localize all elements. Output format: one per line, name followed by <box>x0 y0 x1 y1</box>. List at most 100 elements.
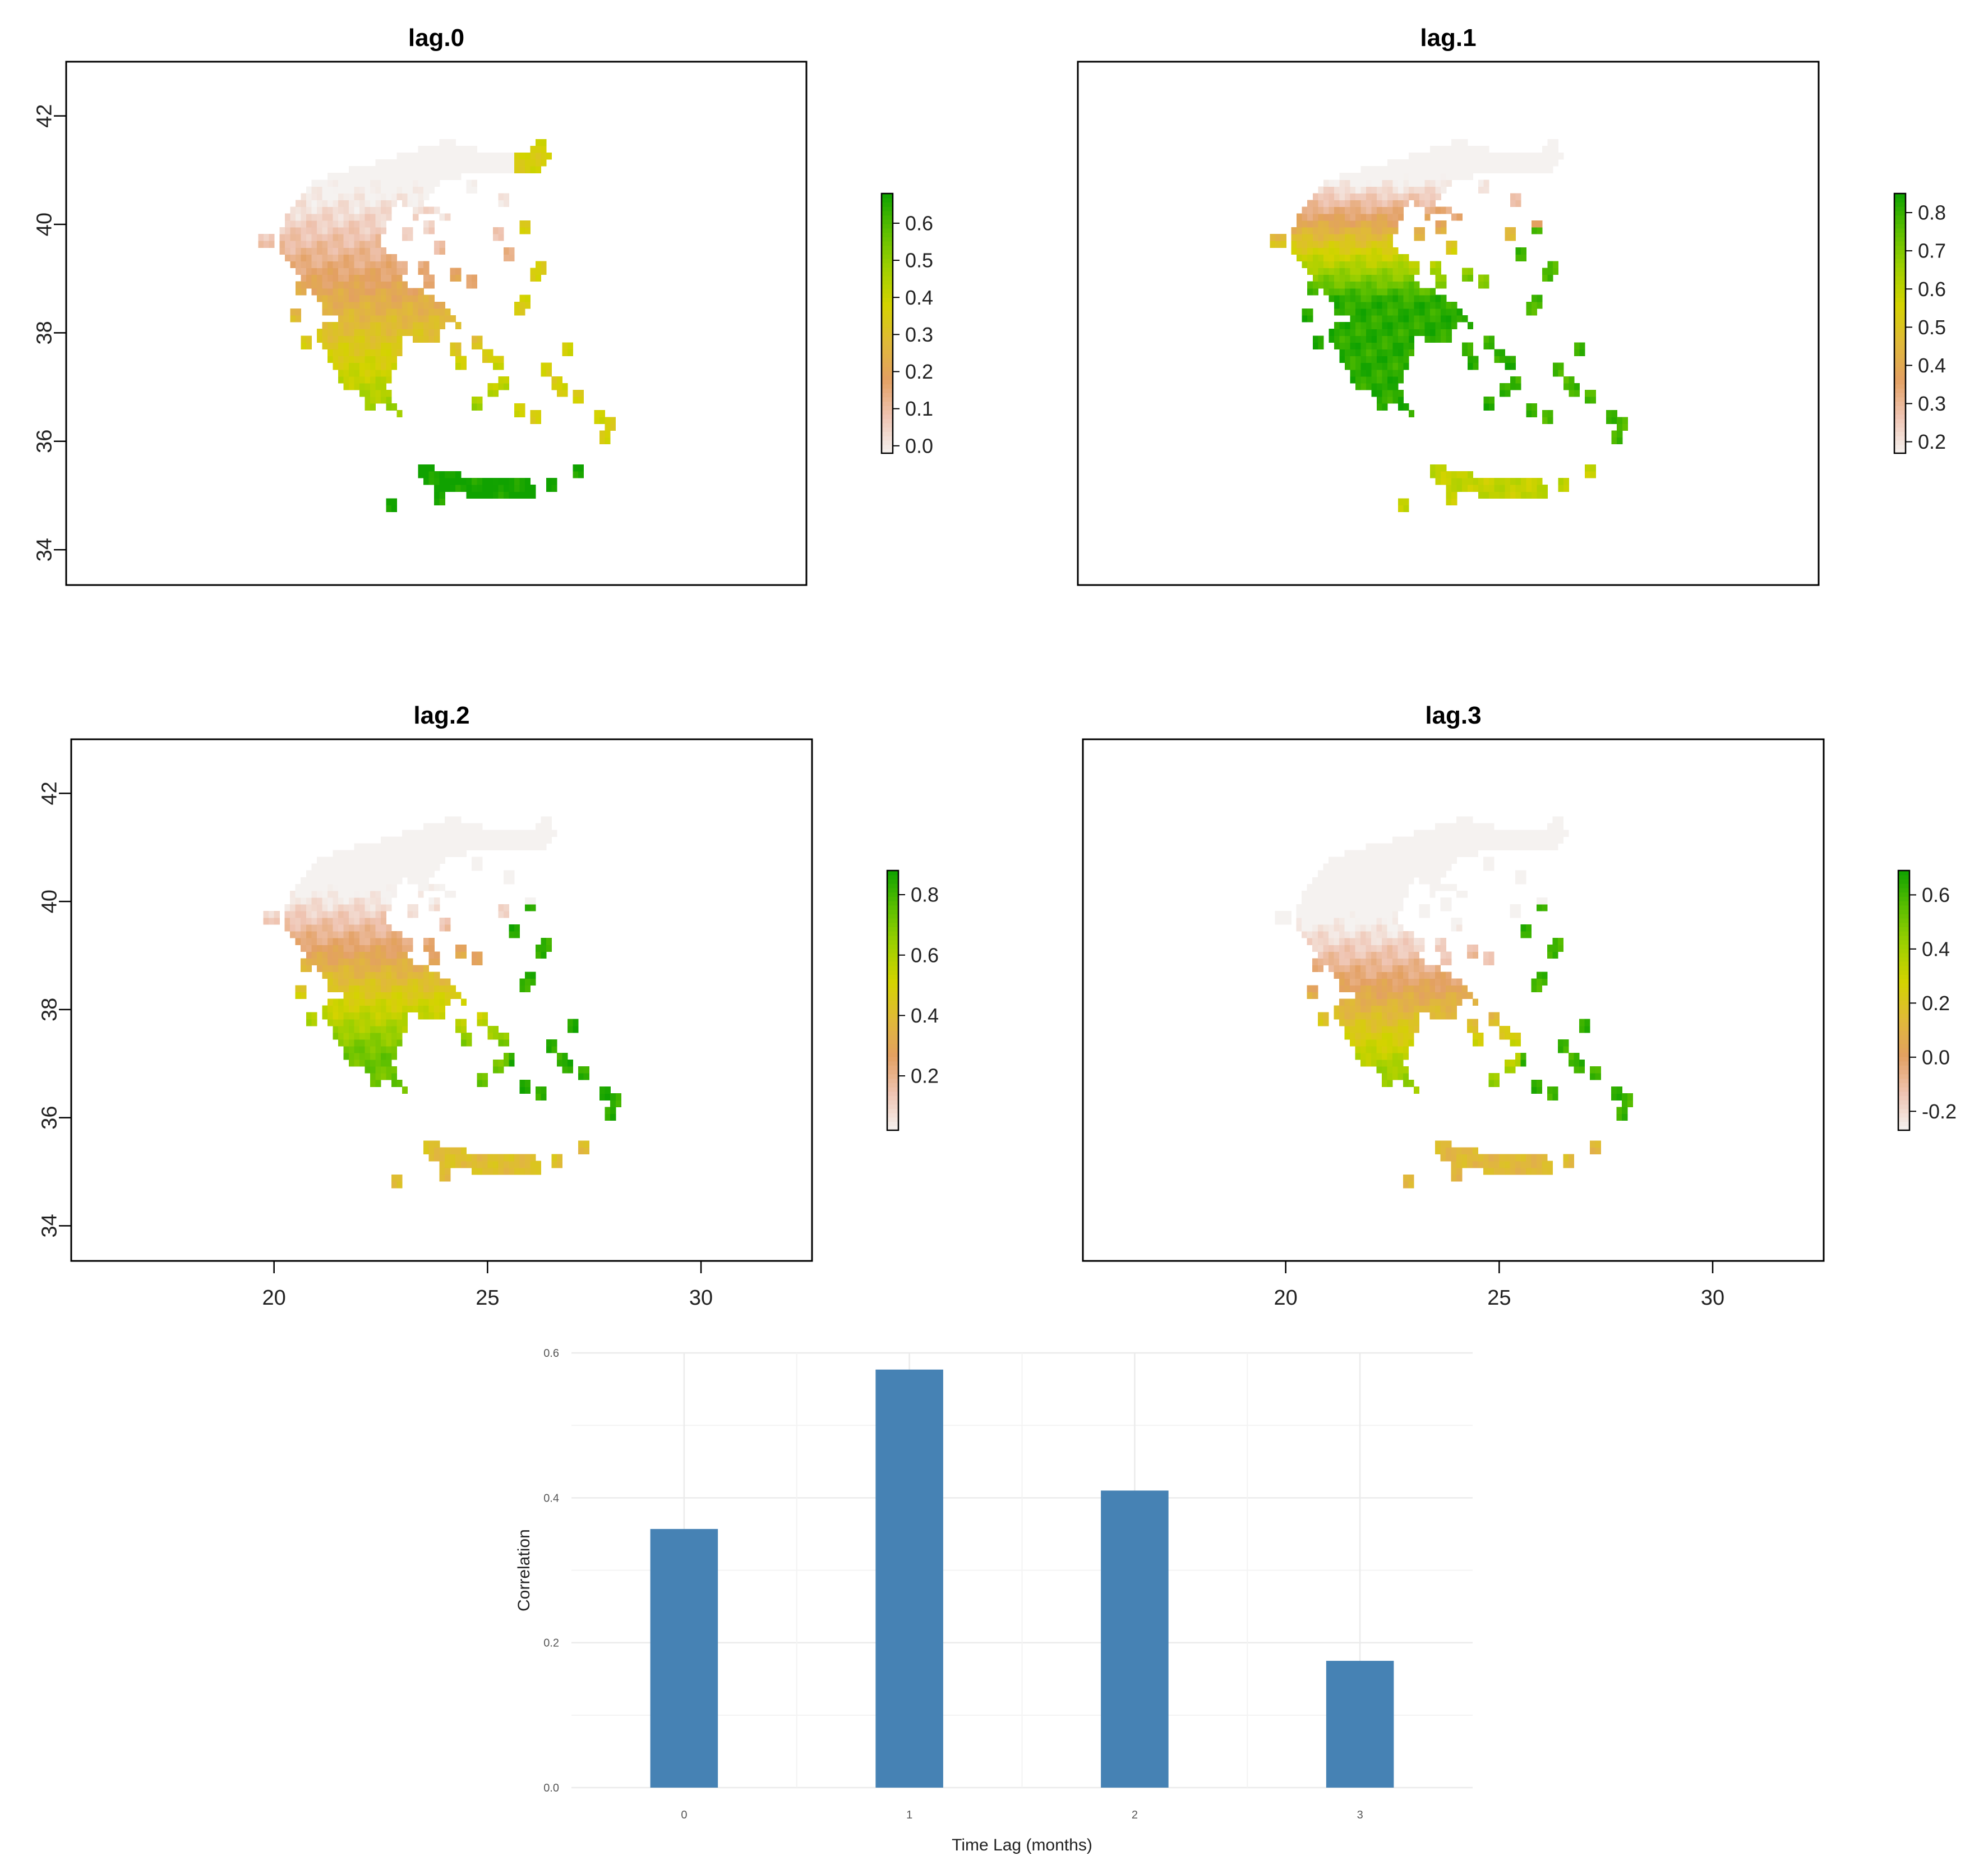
raster-cell <box>1382 247 1388 255</box>
raster-cell <box>509 830 515 837</box>
raster-cell <box>375 931 381 938</box>
legend-colorbar: -0.20.00.20.40.6 <box>1897 869 1957 1131</box>
raster-cell <box>498 911 504 918</box>
raster-cell <box>343 322 349 329</box>
legend-gradient-step <box>1898 887 1909 893</box>
raster-cell <box>343 938 349 945</box>
raster-cell <box>1334 274 1340 282</box>
raster-cell <box>327 890 333 898</box>
legend-gradient-step <box>1898 965 1909 971</box>
raster-cell <box>306 965 312 972</box>
raster-cell <box>1382 322 1388 329</box>
raster-cell <box>535 152 541 160</box>
raster-cell <box>365 288 371 296</box>
raster-cell <box>1323 234 1329 241</box>
raster-cell <box>573 1025 579 1033</box>
raster-cell <box>1275 234 1281 241</box>
raster-cell <box>317 193 323 201</box>
raster-cell <box>434 322 440 329</box>
raster-cell <box>573 471 579 478</box>
raster-cell <box>1339 206 1345 214</box>
raster-cell <box>1403 958 1409 965</box>
raster-cell <box>519 1167 525 1175</box>
raster-cell <box>1446 145 1452 153</box>
raster-cell <box>354 356 360 363</box>
raster-cell <box>365 179 371 187</box>
raster-cell <box>1360 1019 1366 1026</box>
raster-cell <box>1456 152 1463 160</box>
raster-cell <box>359 356 366 363</box>
raster-cell <box>354 179 360 187</box>
raster-cell <box>503 877 509 885</box>
raster-cell <box>1377 186 1383 194</box>
legend-gradient-step <box>882 362 893 367</box>
raster-cell <box>1323 918 1329 925</box>
raster-cell <box>1515 877 1521 885</box>
raster-cell <box>1446 491 1452 499</box>
raster-cell <box>1349 951 1355 959</box>
raster-cell <box>1360 281 1367 289</box>
raster-cell <box>365 342 371 349</box>
raster-cell <box>322 877 328 885</box>
raster-cell <box>1377 213 1383 221</box>
raster-cell <box>1339 274 1345 282</box>
raster-cell <box>1574 389 1580 397</box>
raster-cell <box>1483 951 1489 959</box>
raster-cell <box>509 870 515 878</box>
raster-cell <box>1441 166 1447 173</box>
raster-cell <box>1440 958 1446 965</box>
raster-cell <box>396 971 403 979</box>
raster-cell <box>1510 1039 1516 1047</box>
raster-cell <box>1377 356 1383 363</box>
raster-cell <box>1532 478 1538 485</box>
raster-cell <box>1366 179 1372 187</box>
raster-cell <box>391 1025 398 1033</box>
raster-cell <box>1307 315 1313 323</box>
raster-cell <box>359 951 365 959</box>
raster-cell <box>381 186 387 194</box>
raster-cell <box>349 308 355 316</box>
raster-cell <box>1371 315 1377 323</box>
raster-cell <box>535 166 541 173</box>
raster-cell <box>1350 241 1356 248</box>
raster-cell <box>327 870 333 878</box>
raster-cell <box>333 241 339 248</box>
raster-cell <box>546 945 552 952</box>
raster-cell <box>466 281 472 289</box>
raster-cell <box>396 173 403 180</box>
raster-cell <box>423 186 430 194</box>
raster-cell <box>1387 159 1394 167</box>
raster-cell <box>1488 1167 1495 1175</box>
raster-cell <box>1376 978 1382 986</box>
raster-cell <box>1446 247 1452 255</box>
raster-cell <box>423 193 430 201</box>
raster-cell <box>1318 335 1324 343</box>
raster-cell <box>375 998 381 1006</box>
raster-cell <box>1334 924 1340 932</box>
raster-cell <box>381 173 387 180</box>
raster-cell <box>557 1154 563 1162</box>
raster-cell <box>503 491 509 499</box>
raster-cell <box>1446 836 1452 844</box>
raster-cell <box>327 911 333 918</box>
raster-cell <box>396 186 403 194</box>
raster-cell <box>1547 823 1553 830</box>
raster-cell <box>349 376 355 384</box>
raster-cell <box>487 1154 493 1162</box>
raster-cell <box>1344 890 1350 898</box>
raster-cell <box>381 863 387 871</box>
raster-cell <box>375 938 381 945</box>
raster-cell <box>1446 998 1452 1006</box>
raster-cell <box>1392 1046 1399 1053</box>
raster-cell <box>1360 904 1366 911</box>
raster-cell <box>514 308 520 316</box>
y-tick-label: 42 <box>33 104 56 128</box>
raster-cell <box>375 247 381 255</box>
raster-cell <box>1366 166 1372 173</box>
raster-cell <box>386 1019 392 1026</box>
raster-cell <box>1446 498 1452 505</box>
raster-cell <box>1392 1025 1399 1033</box>
raster-cell <box>301 911 307 918</box>
legend-gradient-step <box>1894 362 1906 367</box>
raster-cell <box>509 166 515 173</box>
